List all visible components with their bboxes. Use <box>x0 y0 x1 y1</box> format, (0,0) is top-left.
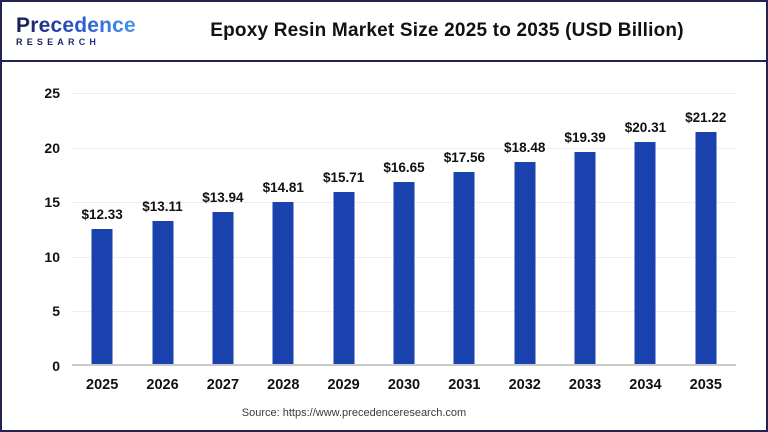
bar-value-label-2030: $16.65 <box>383 160 425 176</box>
bar-2035 <box>695 132 717 364</box>
bar-group-2026: $13.11 <box>132 93 192 364</box>
x-tick-label-2025: 2025 <box>86 377 119 393</box>
logo-sub-text: RESEARCH <box>16 38 148 47</box>
y-tick-label-20: 20 <box>44 139 60 156</box>
y-tick-label-0: 0 <box>52 358 60 374</box>
bar-group-2028: $14.81 <box>253 93 313 364</box>
bar-group-2032: $18.48 <box>495 93 555 364</box>
x-tick-label-2030: 2030 <box>387 377 421 393</box>
bar-2032 <box>514 162 536 364</box>
bar-group-2031: $17.56 <box>434 93 494 364</box>
bar-value-label-2035: $21.22 <box>685 110 727 126</box>
bar-2034 <box>634 142 656 364</box>
bar-group-2025: $12.33 <box>72 93 132 364</box>
logo-brand-text: Precedence <box>16 15 148 36</box>
bar-chart: 0 5 10 15 20 25 $12.33 $13.11 $13.94 $14.81 $15.7… <box>2 64 766 430</box>
bar-group-2035: $21.22 <box>676 93 736 364</box>
bar-group-2027: $13.94 <box>193 93 253 364</box>
bar-value-label-2026: $13.11 <box>142 198 183 214</box>
x-tick-label-2034: 2034 <box>629 377 662 393</box>
header: Precedence RESEARCH Epoxy Resin Market S… <box>2 2 766 62</box>
y-tick-label-25: 25 <box>44 85 60 101</box>
bar-value-label-2034: $20.31 <box>624 120 667 136</box>
bar-group-2034: $20.31 <box>615 93 675 364</box>
chart-title: Epoxy Resin Market Size 2025 to 2035 (US… <box>210 20 684 41</box>
bar-value-label-2031: $17.56 <box>443 150 485 166</box>
x-tick-label-2033: 2033 <box>568 377 602 393</box>
y-axis: 0 5 10 15 20 25 <box>2 85 60 374</box>
source-note: Source: https://www.precedenceresearch.c… <box>241 407 467 419</box>
plot-area: $12.33 $13.11 $13.94 $14.81 $15.71 $16.65 $17.… <box>72 93 736 366</box>
bar-2029 <box>333 192 355 364</box>
bar-group-2029: $15.71 <box>313 93 373 364</box>
bar-value-label-2027: $13.94 <box>202 189 244 205</box>
x-tick-label-2035: 2035 <box>689 377 722 393</box>
bar-2031 <box>453 172 475 364</box>
gridline-20 <box>72 147 736 149</box>
x-tick-label-2027: 2027 <box>206 377 240 393</box>
bar-value-label-2025: $12.33 <box>81 207 123 223</box>
bar-value-label-2029: $15.71 <box>322 170 365 186</box>
y-tick-label-15: 15 <box>44 194 60 211</box>
bar-value-label-2033: $19.39 <box>564 130 606 146</box>
x-tick-label-2026: 2026 <box>146 377 179 393</box>
bar-2028 <box>272 202 294 364</box>
x-tick-label-2032: 2032 <box>508 377 541 393</box>
bar-2033 <box>574 152 596 364</box>
bar-value-label-2032: $18.48 <box>504 140 546 156</box>
bar-2025 <box>91 229 113 364</box>
bar-value-label-2028: $14.81 <box>262 180 304 196</box>
bar-group-2033: $19.39 <box>555 93 615 364</box>
gridline-25 <box>72 93 736 94</box>
bar-2030 <box>393 182 415 364</box>
y-tick-label-5: 5 <box>52 303 60 320</box>
x-tick-label-2028: 2028 <box>267 377 300 393</box>
bar-2027 <box>212 211 234 364</box>
precedence-research-logo: Precedence RESEARCH <box>16 15 148 47</box>
x-axis: 2025 2026 2027 2028 2029 2030 2031 2032 2033 2034… <box>72 374 736 396</box>
bar-group-2030: $16.65 <box>374 93 434 364</box>
y-tick-label-10: 10 <box>44 248 60 265</box>
x-tick-label-2031: 2031 <box>448 377 481 393</box>
x-tick-label-2029: 2029 <box>327 377 360 393</box>
bar-2026 <box>152 220 174 364</box>
